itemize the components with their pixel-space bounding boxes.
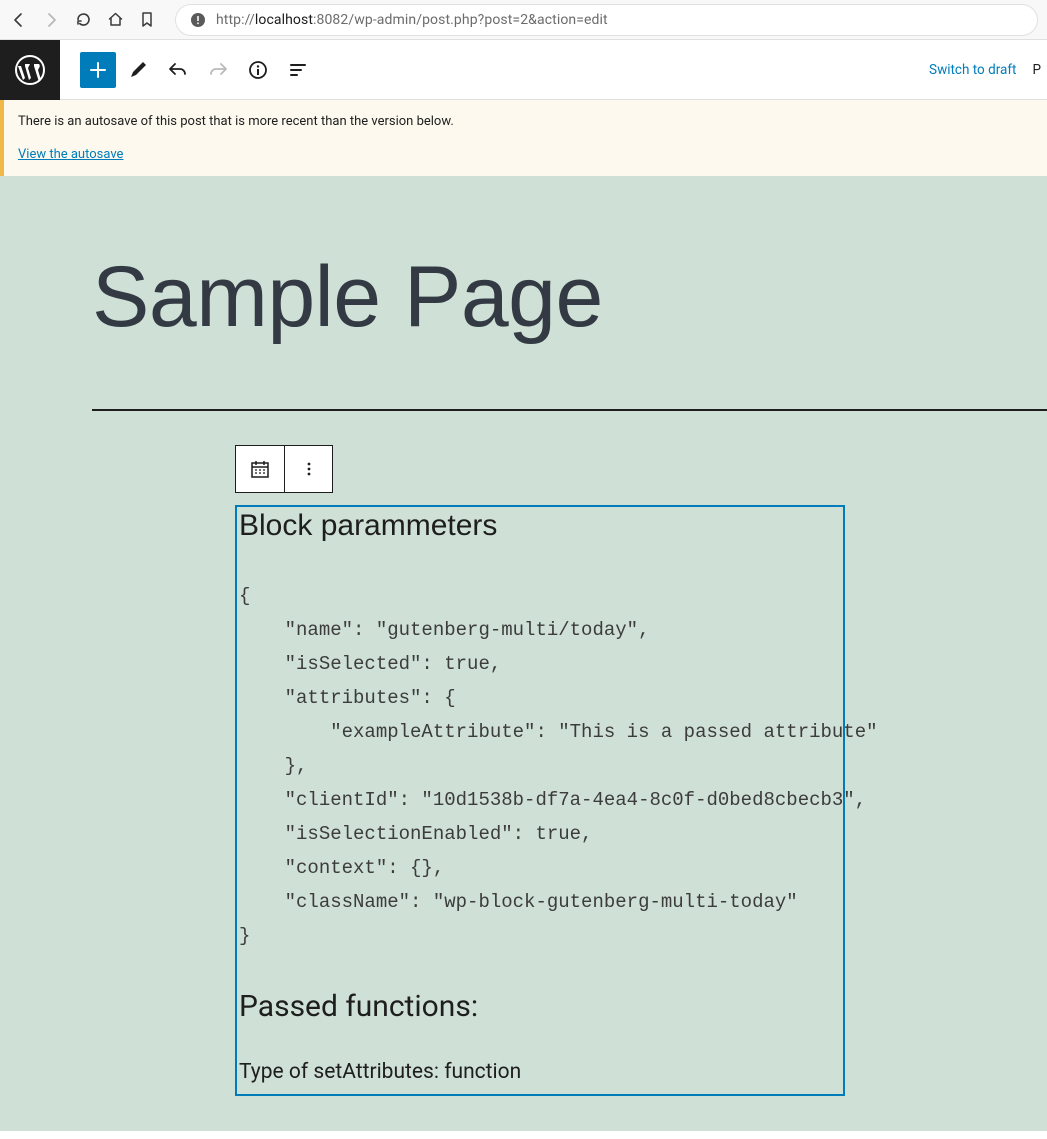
redo-button — [200, 52, 236, 88]
switch-to-draft-button[interactable]: Switch to draft — [929, 62, 1016, 78]
forward-icon — [43, 12, 59, 28]
url-bar[interactable]: http://localhost:8082/wp-admin/post.php?… — [176, 5, 1037, 35]
url-text: http://localhost:8082/wp-admin/post.php?… — [216, 12, 608, 28]
home-button[interactable] — [106, 11, 124, 29]
outline-button[interactable] — [280, 52, 316, 88]
forward-button — [42, 11, 60, 29]
tools-button[interactable] — [120, 52, 156, 88]
bookmark-icon — [140, 11, 154, 28]
block-heading: Block parammeters — [239, 509, 841, 543]
insecure-icon — [190, 12, 206, 28]
functions-line: Type of setAttributes: function — [239, 1060, 841, 1084]
block-toolbar — [235, 445, 333, 493]
calendar-icon — [250, 459, 270, 479]
undo-icon — [167, 59, 189, 81]
redo-icon — [207, 59, 229, 81]
home-icon — [107, 11, 124, 28]
reload-button[interactable] — [74, 11, 92, 29]
info-icon — [247, 59, 269, 81]
notice-text: There is an autosave of this post that i… — [18, 114, 1031, 129]
pencil-icon — [127, 59, 149, 81]
wordpress-icon — [14, 54, 46, 86]
reload-icon — [75, 11, 92, 28]
wp-logo-button[interactable] — [0, 40, 60, 100]
bookmark-button[interactable] — [138, 11, 156, 29]
browser-chrome: http://localhost:8082/wp-admin/post.php?… — [0, 0, 1047, 40]
undo-button[interactable] — [160, 52, 196, 88]
plus-icon — [87, 59, 109, 81]
block-icon-button[interactable] — [236, 446, 284, 492]
page-title[interactable]: Sample Page — [92, 248, 1047, 347]
block-options-button[interactable] — [284, 446, 332, 492]
back-icon — [11, 12, 27, 28]
publish-button-peek[interactable]: P — [1032, 62, 1041, 78]
more-vertical-icon — [299, 459, 319, 479]
block-json-pre: { "name": "gutenberg-multi/today", "isSe… — [239, 579, 841, 953]
selected-block[interactable]: Block parammeters { "name": "gutenberg-m… — [235, 505, 845, 1096]
view-autosave-link[interactable]: View the autosave — [18, 147, 123, 162]
add-block-button[interactable] — [80, 52, 116, 88]
functions-heading: Passed functions: — [239, 989, 841, 1024]
back-button[interactable] — [10, 11, 28, 29]
wp-editor-toolbar: Switch to draft P — [0, 40, 1047, 100]
details-button[interactable] — [240, 52, 276, 88]
autosave-notice: There is an autosave of this post that i… — [0, 100, 1047, 176]
list-icon — [287, 59, 309, 81]
editor-canvas[interactable]: Sample Page Block parammeters { "name": … — [0, 176, 1047, 1131]
separator-block[interactable] — [92, 409, 1047, 411]
